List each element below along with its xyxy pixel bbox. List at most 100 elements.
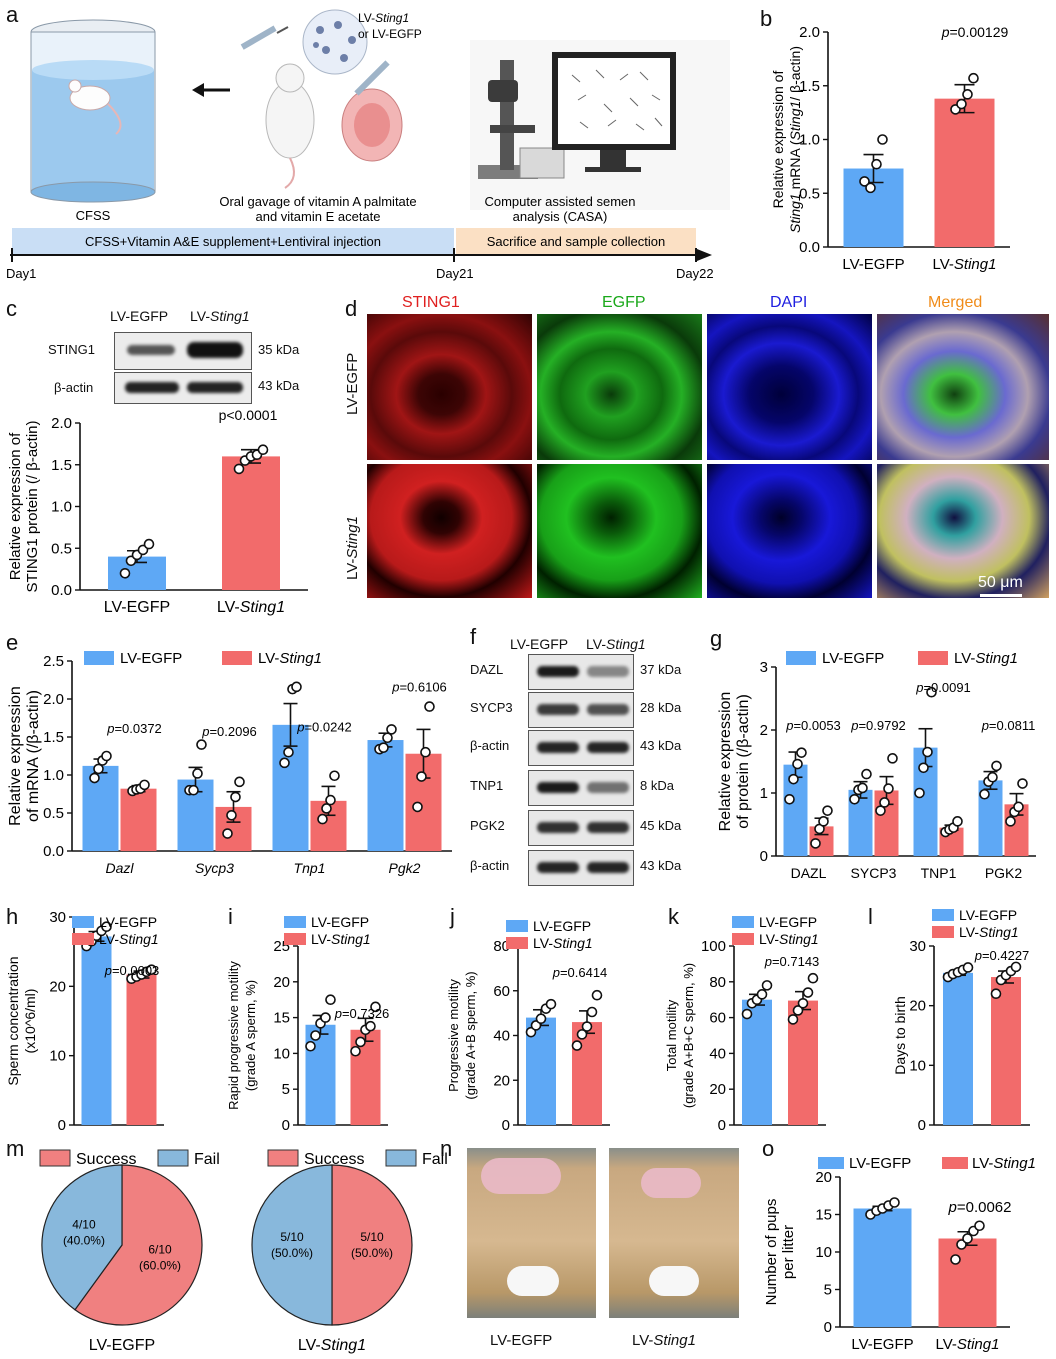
y-tick-label: 10 bbox=[49, 1048, 66, 1065]
data-point bbox=[576, 1029, 588, 1040]
data-point bbox=[416, 771, 427, 782]
gavage-line-2: and vitamin E acetate bbox=[255, 209, 380, 224]
blot-f-band-row bbox=[528, 654, 634, 690]
p-value-label: p=0.0091 bbox=[915, 680, 971, 695]
x-tick-label: LV-EGFP bbox=[104, 599, 170, 616]
data-point bbox=[990, 988, 1002, 1000]
data-point bbox=[279, 757, 290, 769]
data-point bbox=[956, 1239, 967, 1250]
water-tank-icon bbox=[30, 19, 156, 203]
injection-label: LV-Sting1 bbox=[358, 11, 409, 25]
photo-label-egfp: LV-EGFP bbox=[490, 1332, 553, 1349]
legend-label-success: Success bbox=[76, 1151, 136, 1168]
blot-band bbox=[537, 782, 579, 793]
legend-swatch-fail bbox=[157, 1149, 189, 1167]
blot-f-band-row bbox=[528, 730, 634, 766]
data-point bbox=[101, 750, 112, 762]
blot-f-kda: 43 kDa bbox=[640, 858, 682, 873]
y-axis-label: Relative expression bbox=[717, 692, 734, 832]
timeline-bar-2-label: Sacrifice and sample collection bbox=[487, 234, 665, 249]
data-point bbox=[283, 746, 294, 758]
chart-j: 0 20 40 60 80 p=0.6414 Progressive motility (gr… bbox=[446, 918, 610, 1134]
x-tick-label: LV-EGFP bbox=[842, 256, 904, 273]
x-tick-label: DAZL bbox=[791, 865, 827, 881]
blot-f-kda: 43 kDa bbox=[640, 738, 682, 753]
data-point bbox=[796, 747, 807, 758]
p-value-label: p=0.4227 bbox=[974, 948, 1030, 963]
y-tick-label: 0.5 bbox=[43, 805, 64, 822]
data-point bbox=[535, 1013, 547, 1025]
micrograph-egfp-merged bbox=[877, 314, 1049, 460]
y-tick-label: 0 bbox=[58, 1117, 66, 1134]
casa-line-1: Computer assisted semen bbox=[484, 194, 635, 209]
legend-swatch bbox=[786, 651, 816, 665]
y-axis-label: (grade A sperm, %) bbox=[243, 980, 258, 1091]
blot-f-band-row bbox=[528, 850, 634, 886]
legend-swatch-fail bbox=[385, 1149, 417, 1167]
slice-label: 4/10 bbox=[72, 1218, 96, 1232]
y-axis-label: Days to birth bbox=[892, 996, 908, 1075]
blot-band bbox=[587, 822, 629, 833]
slice-label: 6/10 bbox=[148, 1242, 172, 1256]
p-value-label: p=0.0242 bbox=[296, 720, 352, 735]
bar-LV-EGFP bbox=[742, 999, 772, 1125]
data-point bbox=[192, 768, 203, 779]
panel-letter-g: g bbox=[710, 626, 723, 651]
pie-slice-Success bbox=[74, 1164, 203, 1326]
legend-swatch bbox=[932, 926, 954, 938]
photo-cage-sting1 bbox=[609, 1148, 739, 1318]
bar-LV-Sting1 bbox=[222, 456, 280, 590]
data-point bbox=[926, 686, 937, 698]
legend-label-fail: Fail bbox=[194, 1151, 220, 1168]
p-value-label: p=0.00129 bbox=[941, 24, 1009, 40]
blot-f-kda: 37 kDa bbox=[640, 662, 682, 677]
data-point bbox=[119, 567, 131, 579]
data-point bbox=[586, 1006, 598, 1018]
legend-swatch bbox=[818, 1157, 844, 1169]
slice-label: (40.0%) bbox=[63, 1234, 105, 1248]
data-point bbox=[230, 791, 241, 803]
panel-letter-a: a bbox=[6, 2, 19, 27]
micrograph-sting1-sting1 bbox=[367, 464, 532, 598]
bar-LV-Sting1 bbox=[126, 974, 157, 1125]
legend-label: LV-EGFP bbox=[533, 918, 591, 934]
data-point bbox=[802, 987, 814, 998]
data-point bbox=[143, 538, 155, 550]
panel-letter-n: n bbox=[440, 1136, 453, 1161]
blot-f-row-label: β-actin bbox=[470, 858, 510, 873]
pie-slice-Fail bbox=[41, 1164, 123, 1311]
y-tick-label: 0.0 bbox=[43, 843, 64, 860]
y-tick-label: 0 bbox=[824, 1319, 832, 1336]
data-point bbox=[974, 1220, 985, 1232]
data-point bbox=[987, 771, 998, 783]
data-point bbox=[378, 742, 389, 753]
y-tick-label: 1.5 bbox=[51, 457, 72, 474]
data-point bbox=[962, 1233, 973, 1244]
y-tick-label: 100 bbox=[701, 938, 726, 955]
x-tick-label: LV-Sting1 bbox=[936, 1336, 1000, 1353]
blot-f-band-row bbox=[528, 692, 634, 728]
y-tick-label: 30 bbox=[49, 909, 66, 926]
y-tick-label: 0.0 bbox=[799, 239, 820, 256]
y-tick-label: 5 bbox=[282, 1081, 290, 1098]
y-tick-label: 10 bbox=[815, 1244, 832, 1261]
pie-title: LV-Sting1 bbox=[298, 1337, 366, 1354]
bar-LV-Sting1 bbox=[938, 1238, 997, 1327]
blot-f-kda: 45 kDa bbox=[640, 818, 682, 833]
bar-LV-EGFP bbox=[305, 1024, 336, 1125]
y-tick-label: 20 bbox=[709, 1081, 726, 1098]
y-tick-label: 20 bbox=[273, 974, 290, 991]
data-point bbox=[807, 972, 819, 984]
channel-label-dapi: DAPI bbox=[770, 294, 808, 311]
chart-l: 0 10 20 30 p=0.4227 Days to birth LV-EGFPLV-St… bbox=[892, 907, 1030, 1134]
y-tick-label: 0.0 bbox=[51, 582, 72, 599]
legend-swatch bbox=[222, 651, 252, 665]
data-point bbox=[877, 134, 888, 145]
data-point bbox=[1013, 801, 1024, 813]
data-point bbox=[317, 813, 328, 825]
chart-m: Success Fail Success Fail 6/10 (60.0%) 4/10 (40… bbox=[39, 1149, 448, 1354]
legend-label: LV-Sting1 bbox=[959, 924, 1019, 940]
blot-f-row-label: DAZL bbox=[470, 662, 504, 677]
panel-letter-o: o bbox=[762, 1136, 775, 1161]
data-point bbox=[979, 788, 990, 800]
